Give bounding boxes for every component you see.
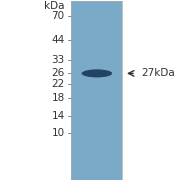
- Text: 70: 70: [51, 11, 65, 21]
- Text: 14: 14: [51, 111, 65, 121]
- Bar: [71, 1, 122, 180]
- Text: 27kDa: 27kDa: [141, 68, 175, 78]
- Text: kDa: kDa: [44, 1, 65, 11]
- Text: 33: 33: [51, 55, 65, 65]
- Ellipse shape: [82, 69, 112, 77]
- Text: 10: 10: [51, 128, 65, 138]
- Text: 26: 26: [51, 68, 65, 78]
- Text: 18: 18: [51, 93, 65, 103]
- Text: 22: 22: [51, 79, 65, 89]
- Text: 44: 44: [51, 35, 65, 45]
